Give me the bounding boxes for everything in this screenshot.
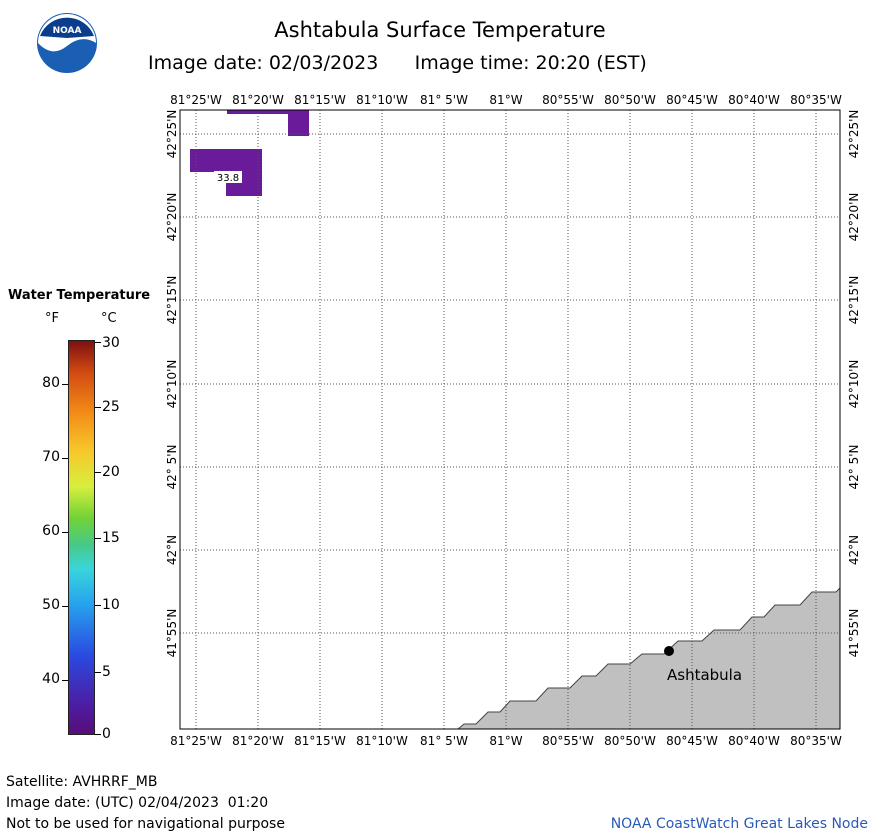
footer-warning: Not to be used for navigational purpose	[6, 816, 285, 832]
lon-label-top: 80°35'W	[790, 93, 842, 107]
water-temp-cell	[227, 110, 309, 114]
legend-tickmark	[95, 672, 101, 673]
temp-readout-box	[214, 171, 242, 183]
lon-label-top: 81°10'W	[356, 93, 408, 107]
lat-label-left: 42°20'N	[165, 193, 179, 242]
lat-label-left: 42° 5'N	[165, 445, 179, 490]
legend-tickmark	[95, 538, 101, 539]
image-date-label: Image date: 02/03/2023	[148, 52, 379, 74]
legend-unit-fahrenheit: °F	[45, 311, 59, 326]
footer-utc-date: Image date: (UTC) 02/04/2023 01:20	[6, 795, 269, 811]
lon-label-bottom: 80°50'W	[604, 734, 656, 748]
footer-credit: NOAA CoastWatch Great Lakes Node	[610, 816, 868, 832]
legend-tick-f: 40	[42, 671, 60, 687]
legend-tickmark	[95, 472, 101, 473]
lon-label-bottom: 81°W	[489, 734, 522, 748]
legend-tick-f: 60	[42, 523, 60, 539]
lon-label-bottom: 80°55'W	[542, 734, 594, 748]
lat-label-right: 42°10'N	[847, 360, 861, 409]
noaa-logo-icon: NOAA	[36, 12, 98, 74]
lon-label-bottom: 81°25'W	[170, 734, 222, 748]
legend-tick-c: 10	[102, 597, 120, 613]
lat-label-left: 42°15'N	[165, 276, 179, 325]
legend-tick-c: 30	[102, 335, 120, 351]
legend-tickmark	[95, 734, 101, 735]
lon-label-bottom: 81°20'W	[232, 734, 284, 748]
legend-tickmark	[62, 384, 68, 385]
lat-label-left: 42°25'N	[165, 110, 179, 159]
lat-label-right: 42°20'N	[847, 193, 861, 242]
legend-tick-f: 80	[42, 375, 60, 391]
lon-label-top: 80°45'W	[666, 93, 718, 107]
lon-label-bottom: 80°40'W	[728, 734, 780, 748]
legend-tick-c: 0	[102, 726, 111, 742]
legend-tickmark	[95, 605, 101, 606]
image-datetime: Image date: 02/03/2023 Image time: 20:20…	[148, 52, 647, 74]
image-time-label: Image time: 20:20 (EST)	[414, 52, 647, 74]
lat-label-right: 42° 5'N	[847, 445, 861, 490]
legend-tick-f: 50	[42, 597, 60, 613]
map-grid	[180, 110, 840, 729]
legend-tick-c: 25	[102, 399, 120, 415]
lat-label-right: 41°55'N	[847, 609, 861, 658]
lon-label-top: 81°25'W	[170, 93, 222, 107]
lon-label-top: 81°15'W	[294, 93, 346, 107]
lat-label-right: 42°25'N	[847, 110, 861, 159]
legend-tickmark	[95, 342, 101, 343]
legend-unit-celsius: °C	[101, 311, 117, 326]
lon-label-top: 81°W	[489, 93, 522, 107]
legend-tickmark	[62, 532, 68, 533]
footer-satellite: Satellite: AVHRRF_MB	[6, 774, 158, 790]
legend-tick-c: 5	[102, 664, 111, 680]
water-temp-cell	[288, 110, 309, 136]
lat-label-left: 42°10'N	[165, 360, 179, 409]
lon-label-top: 80°55'W	[542, 93, 594, 107]
legend-tickmark	[62, 606, 68, 607]
land-shoreline	[456, 586, 841, 730]
lon-label-bottom: 81° 5'W	[420, 734, 468, 748]
city-label: Ashtabula	[667, 666, 742, 684]
lon-label-top: 80°50'W	[604, 93, 656, 107]
lon-label-bottom: 81°10'W	[356, 734, 408, 748]
lon-label-top: 81° 5'W	[420, 93, 468, 107]
lon-label-top: 80°40'W	[728, 93, 780, 107]
legend-title: Water Temperature	[7, 288, 151, 303]
legend-tick-f: 70	[42, 449, 60, 465]
lat-label-right: 42°15'N	[847, 276, 861, 325]
lon-label-bottom: 80°35'W	[790, 734, 842, 748]
legend-tickmark	[62, 458, 68, 459]
lon-label-bottom: 81°15'W	[294, 734, 346, 748]
temp-readout: 33.8	[217, 173, 239, 184]
map-frame	[179, 109, 841, 730]
legend-tickmark	[62, 680, 68, 681]
lat-label-left: 42°N	[165, 535, 179, 565]
page-title: Ashtabula Surface Temperature	[274, 18, 606, 42]
lat-label-left: 41°55'N	[165, 609, 179, 658]
legend-tick-c: 15	[102, 530, 120, 546]
legend-tickmark	[95, 407, 101, 408]
lon-label-bottom: 80°45'W	[666, 734, 718, 748]
water-temp-cell	[190, 149, 262, 172]
noaa-logo-text: NOAA	[53, 26, 82, 36]
lon-label-top: 81°20'W	[232, 93, 284, 107]
lat-label-right: 42°N	[847, 535, 861, 565]
temperature-colorbar	[68, 340, 95, 735]
ashtabula-marker	[664, 646, 674, 656]
legend-tick-c: 20	[102, 464, 120, 480]
